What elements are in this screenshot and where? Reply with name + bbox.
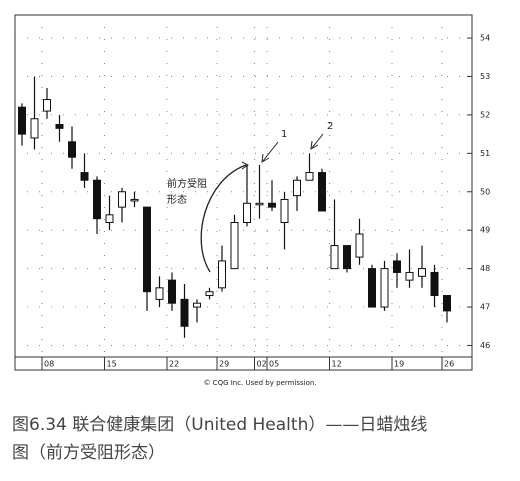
annotation: 1 (281, 129, 287, 140)
candle-body (443, 295, 451, 312)
candle-body (193, 302, 201, 308)
x-tick-label: 05 (269, 360, 279, 369)
x-tick-label: 15 (107, 360, 117, 369)
candle-body (393, 260, 401, 273)
candle-body (80, 172, 89, 181)
candle-body (205, 291, 214, 297)
candle-body (68, 141, 76, 158)
x-tick-label: 22 (169, 360, 179, 369)
annotation-arrow (311, 133, 324, 149)
candle-body (118, 191, 126, 208)
annotation: 前方受阻 (167, 177, 207, 190)
candle-body (130, 198, 139, 202)
x-tick-label: 19 (394, 360, 404, 369)
candle-body (305, 172, 314, 181)
caption: 图（前方受阻形态） (12, 443, 165, 463)
candle-body (318, 172, 326, 212)
x-tick-label: 29 (219, 360, 229, 369)
annotation-arrow (262, 141, 279, 162)
y-tick-label: 52 (480, 110, 490, 119)
candle-body (343, 245, 351, 270)
x-tick-label: 08 (44, 360, 54, 369)
candle-body (230, 222, 239, 270)
candle-body (368, 268, 376, 308)
candle-body (268, 202, 276, 208)
candle-body (43, 99, 51, 112)
candle-body (430, 271, 439, 297)
y-tick-label: 49 (480, 226, 490, 235)
candle-body (218, 260, 226, 289)
candle-body (255, 202, 264, 206)
y-tick-label: 47 (480, 303, 490, 312)
annotation-arrowhead (310, 140, 319, 150)
candle-body (380, 268, 389, 308)
candle-body (280, 198, 289, 224)
candle-body (355, 233, 364, 258)
x-tick-label: 02 (257, 360, 267, 369)
annotation-curve (200, 164, 247, 273)
credit: © CQG Inc. Used by permission. (203, 379, 316, 387)
candle-body (143, 206, 151, 293)
candle-body (293, 179, 301, 197)
plot-frame (14, 14, 473, 371)
candle-body (55, 124, 64, 129)
chart: 前方受阻 形态 1 2 © CQG Inc. Used by permissio… (14, 14, 490, 387)
candle-body (418, 268, 426, 277)
y-tick-label: 46 (480, 341, 490, 350)
candle-body (105, 214, 114, 224)
x-tick-label: 12 (332, 360, 342, 369)
annotation-arrowhead (241, 161, 249, 170)
candle-body (168, 279, 176, 304)
candle-body (180, 298, 189, 327)
y-tick-label: 50 (480, 187, 490, 196)
x-tick-label: 26 (444, 360, 454, 369)
candle-body (30, 118, 39, 139)
annotation: 形态 (167, 193, 187, 206)
y-tick-label: 53 (480, 72, 490, 81)
y-tick-label: 54 (480, 34, 490, 43)
y-tick-label: 48 (480, 264, 490, 273)
candle-body (330, 245, 339, 270)
candle-body (93, 179, 101, 220)
candle-body (155, 287, 164, 300)
caption: 图6.34 联合健康集团（United Health）——日蜡烛线 (12, 415, 428, 435)
candle-body (18, 106, 26, 135)
y-tick-label: 51 (480, 149, 490, 158)
candle-body (405, 271, 414, 281)
annotation: 2 (327, 121, 333, 132)
candle-body (243, 202, 251, 224)
